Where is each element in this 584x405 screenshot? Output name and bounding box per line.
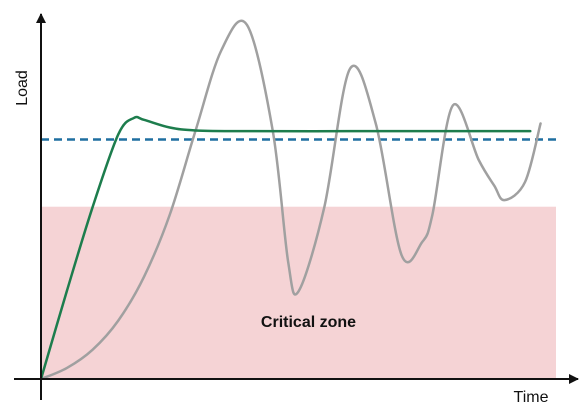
series-layer <box>39 19 542 381</box>
gray-oscillating-line <box>39 19 542 381</box>
y-axis-label: Load <box>14 70 31 106</box>
critical-zone-label: Critical zone <box>261 314 356 331</box>
x-axis-label: Time <box>514 389 549 405</box>
green-response-line <box>39 115 532 381</box>
